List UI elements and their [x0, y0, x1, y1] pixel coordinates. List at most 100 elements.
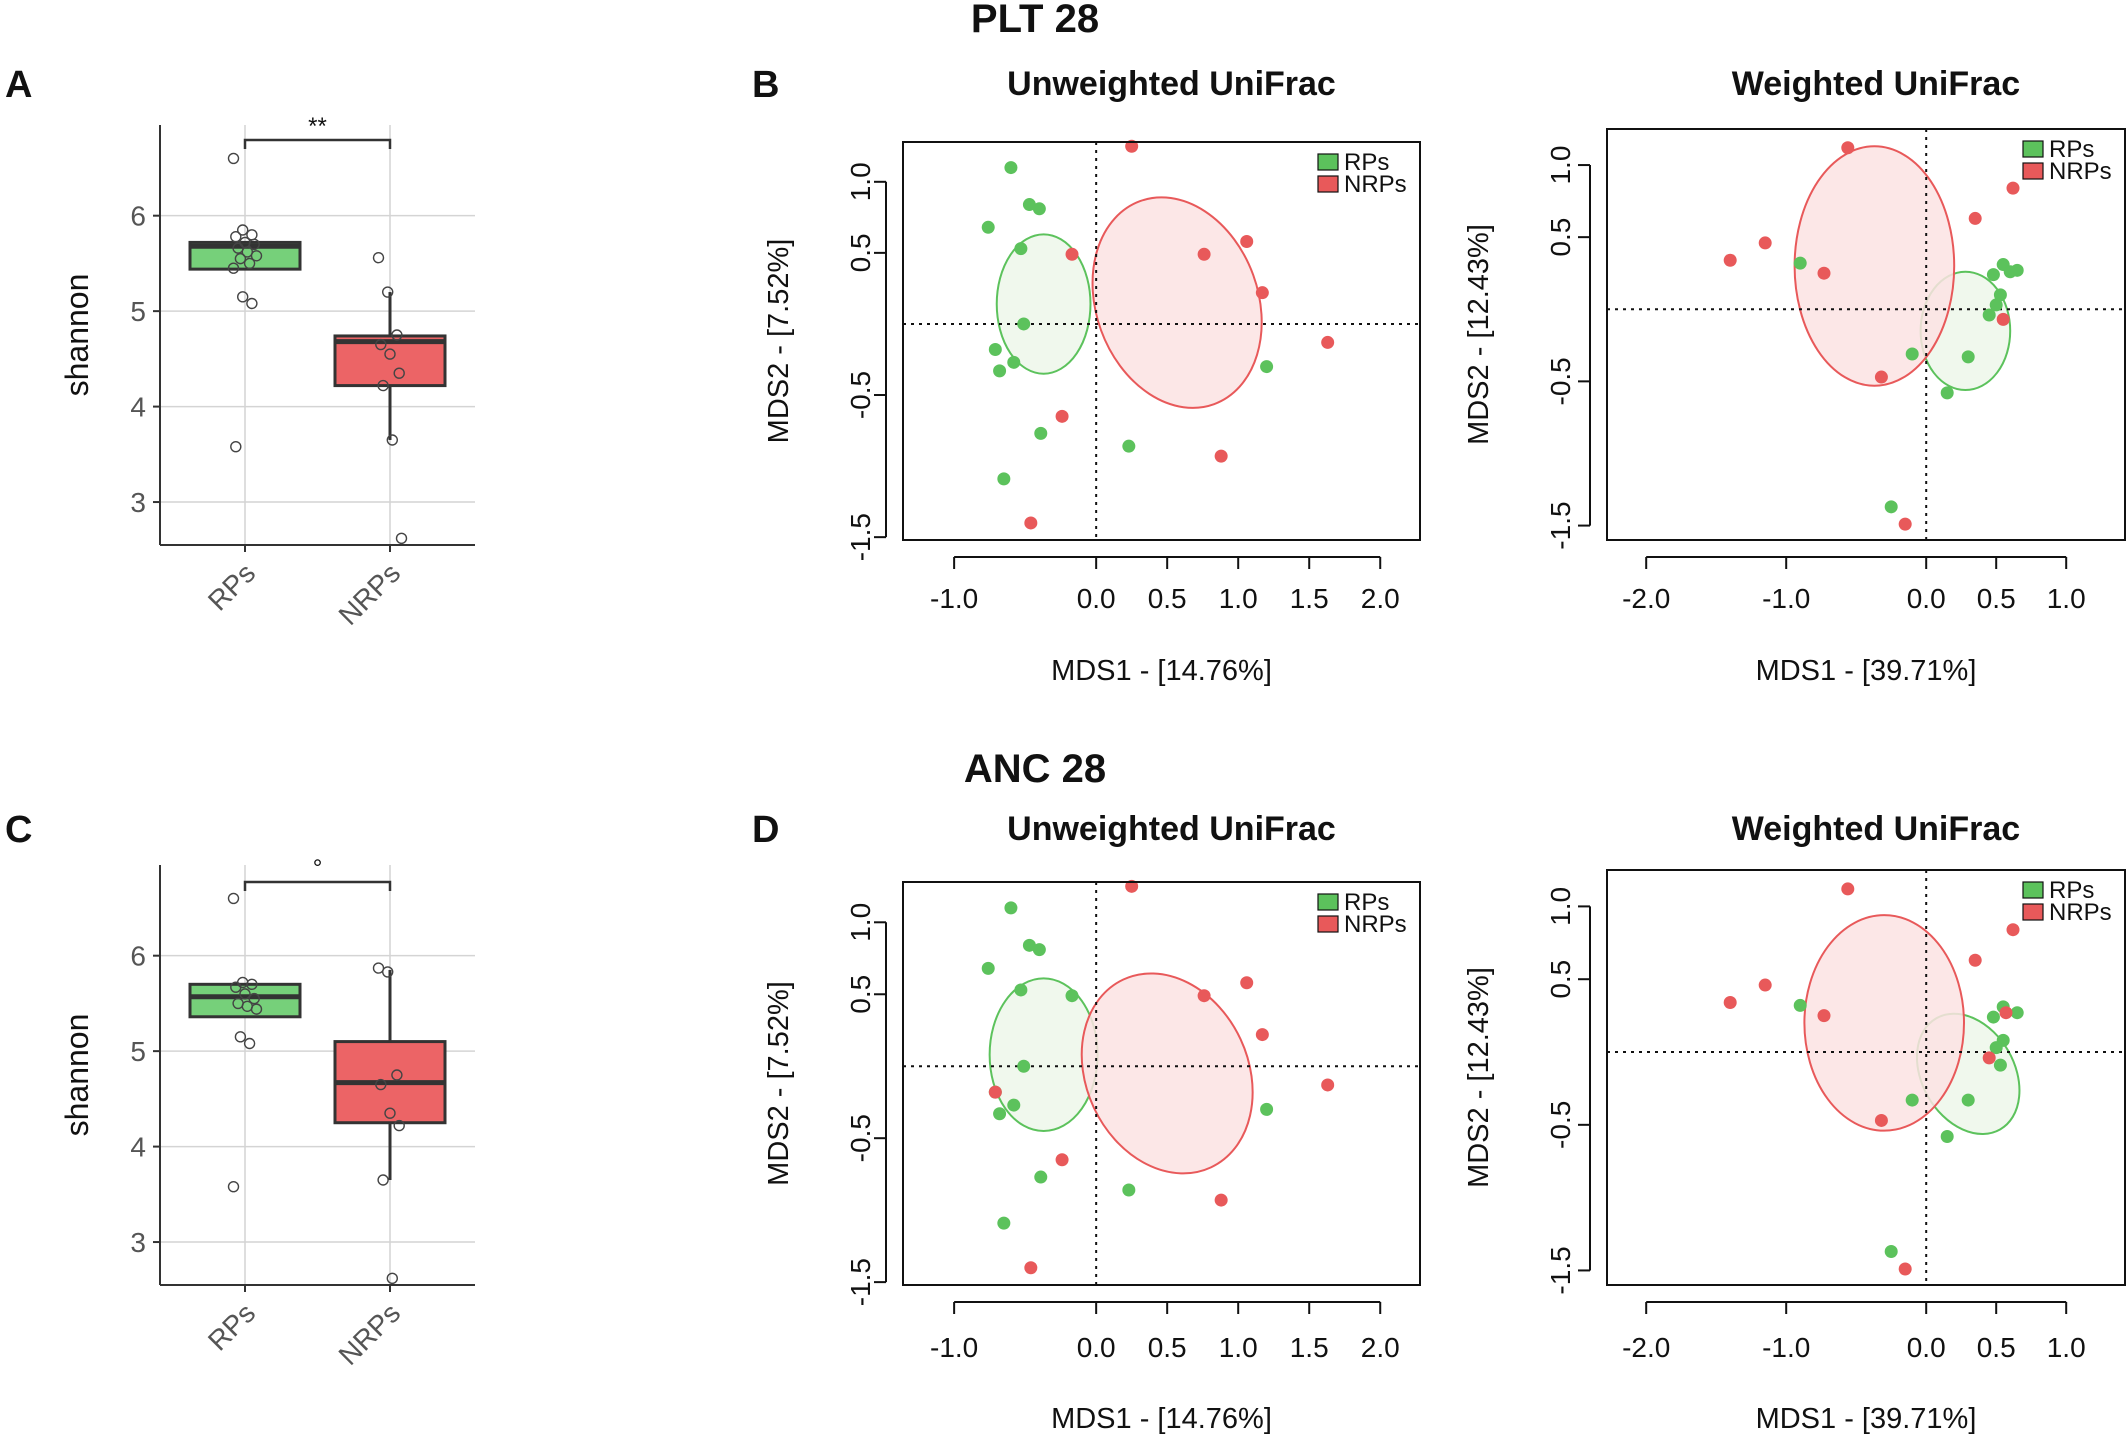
- point-rps: [997, 1216, 1011, 1230]
- data-point: [250, 250, 263, 262]
- significance-bracket: [243, 880, 392, 891]
- point-nrps: [1055, 409, 1069, 423]
- plot-title: Unweighted UniFrac: [1007, 65, 1336, 103]
- point-nrps: [1874, 1113, 1888, 1127]
- legend-swatch-nrps: [2022, 162, 2044, 180]
- data-point: [246, 297, 258, 310]
- significance-bracket: [243, 138, 392, 149]
- significance-label: °: [313, 855, 323, 882]
- x-tick-label: NRPs: [333, 557, 407, 631]
- legend-label: RPs: [1344, 889, 1389, 916]
- point-nrps: [1758, 978, 1772, 992]
- point-nrps: [1898, 1262, 1912, 1276]
- point-rps: [1884, 1245, 1898, 1259]
- data-point: [393, 1119, 405, 1132]
- point-rps: [2010, 1006, 2024, 1020]
- y-tick-label: 0.5: [845, 975, 876, 1014]
- legend-swatch-rps: [2022, 881, 2044, 899]
- data-point: [384, 1107, 396, 1119]
- boxplot-plt: 3 4 5 6 RPs NRPs shannon **: [59, 113, 475, 631]
- point-nrps: [1874, 370, 1888, 384]
- plot-frame: [902, 881, 1421, 1286]
- y-tick-label: -1.5: [1545, 1246, 1576, 1294]
- significance-label: **: [308, 113, 327, 140]
- point-nrps: [1255, 1028, 1269, 1042]
- point-rps: [1989, 298, 2003, 312]
- panel-letter-a: A: [5, 64, 32, 106]
- y-tick-label: 1.0: [845, 162, 876, 201]
- x-tick-label: 0.0: [1077, 1332, 1116, 1363]
- point-rps: [981, 961, 995, 975]
- point-nrps: [1055, 1153, 1069, 1167]
- point-rps: [1014, 983, 1028, 997]
- point-rps: [997, 472, 1011, 486]
- point-rps: [1961, 1093, 1975, 1107]
- box-nrps: [333, 334, 447, 388]
- data-point: [230, 230, 242, 243]
- x-tick-label: 1.0: [2047, 583, 2086, 614]
- y-axis-label: MDS2 - [12.43%]: [1463, 967, 1495, 1188]
- point-rps: [993, 364, 1007, 378]
- point-nrps: [1999, 1006, 2013, 1020]
- point-rps: [1260, 360, 1274, 374]
- y-tick-label: -0.5: [1545, 1101, 1576, 1149]
- x-tick-label: -1.0: [1762, 583, 1810, 614]
- data-point: [377, 379, 389, 392]
- y-axis-label: MDS2 - [7.52%]: [763, 981, 795, 1186]
- confidence-ellipse-nrps: [1080, 972, 1254, 1175]
- point-rps: [1007, 355, 1021, 369]
- point-rps: [1017, 1059, 1031, 1073]
- point-nrps: [1321, 1078, 1335, 1092]
- point-rps: [981, 220, 995, 234]
- y-tick-label: 3: [130, 487, 146, 518]
- mds-plot-anc-unweighted: Unweighted UniFrac -1.0 0.0 0.5 1.0 1.5 2.0 MDS…: [763, 810, 1421, 1435]
- plot-frame: [1606, 128, 2126, 541]
- point-nrps: [1968, 953, 1982, 967]
- point-nrps: [1240, 235, 1254, 248]
- point-rps: [1122, 439, 1136, 453]
- y-tick-label: 3: [130, 1227, 146, 1258]
- confidence-ellipse-nrps: [1793, 145, 1956, 387]
- data-point: [239, 988, 251, 1000]
- plot-frame: [902, 141, 1421, 541]
- x-axis-label: MDS1 - [39.71%]: [1756, 1403, 1977, 1435]
- legend-swatch-nrps: [1317, 175, 1339, 193]
- data-point: [377, 1174, 389, 1186]
- data-point: [236, 291, 249, 303]
- point-rps: [1884, 500, 1898, 514]
- x-tick-label: -1.0: [1762, 1332, 1810, 1363]
- point-rps: [1940, 1129, 1954, 1143]
- plot-title: Unweighted UniFrac: [1007, 810, 1336, 848]
- data-point: [246, 978, 258, 991]
- x-axis-label: MDS1 - [14.76%]: [1051, 655, 1272, 687]
- point-rps: [1260, 1102, 1274, 1116]
- point-rps: [1982, 308, 1996, 322]
- y-tick-label: 4: [130, 392, 146, 423]
- point-rps: [2003, 265, 2017, 279]
- point-nrps: [1841, 882, 1855, 896]
- data-point: [243, 1037, 256, 1050]
- point-nrps: [1240, 976, 1254, 990]
- point-nrps: [1996, 312, 2010, 326]
- x-tick-label: 1.0: [1219, 1332, 1258, 1363]
- point-rps: [988, 343, 1002, 357]
- point-nrps: [1817, 1009, 1831, 1023]
- plot-frame: [1606, 869, 2126, 1286]
- point-nrps: [1817, 266, 1831, 280]
- point-rps: [1993, 288, 2007, 302]
- panel-letter-c: C: [5, 809, 32, 851]
- data-point: [393, 367, 405, 379]
- point-nrps: [1197, 247, 1211, 261]
- plot-title: Weighted UniFrac: [1732, 65, 2020, 103]
- point-rps: [1065, 989, 1079, 1003]
- x-tick-label: 0.5: [1148, 583, 1187, 614]
- data-point: [386, 434, 398, 446]
- point-nrps: [1723, 996, 1737, 1010]
- point-rps: [1007, 1098, 1021, 1112]
- data-point: [391, 1069, 403, 1081]
- point-nrps: [1841, 141, 1855, 155]
- point-rps: [993, 1107, 1007, 1121]
- mds-plot-anc-weighted: Weighted UniFrac -2.0 -1.0 0.0 0.5 1.0 MDS1 - …: [1463, 810, 2126, 1435]
- y-tick-label: 1.0: [1545, 887, 1576, 926]
